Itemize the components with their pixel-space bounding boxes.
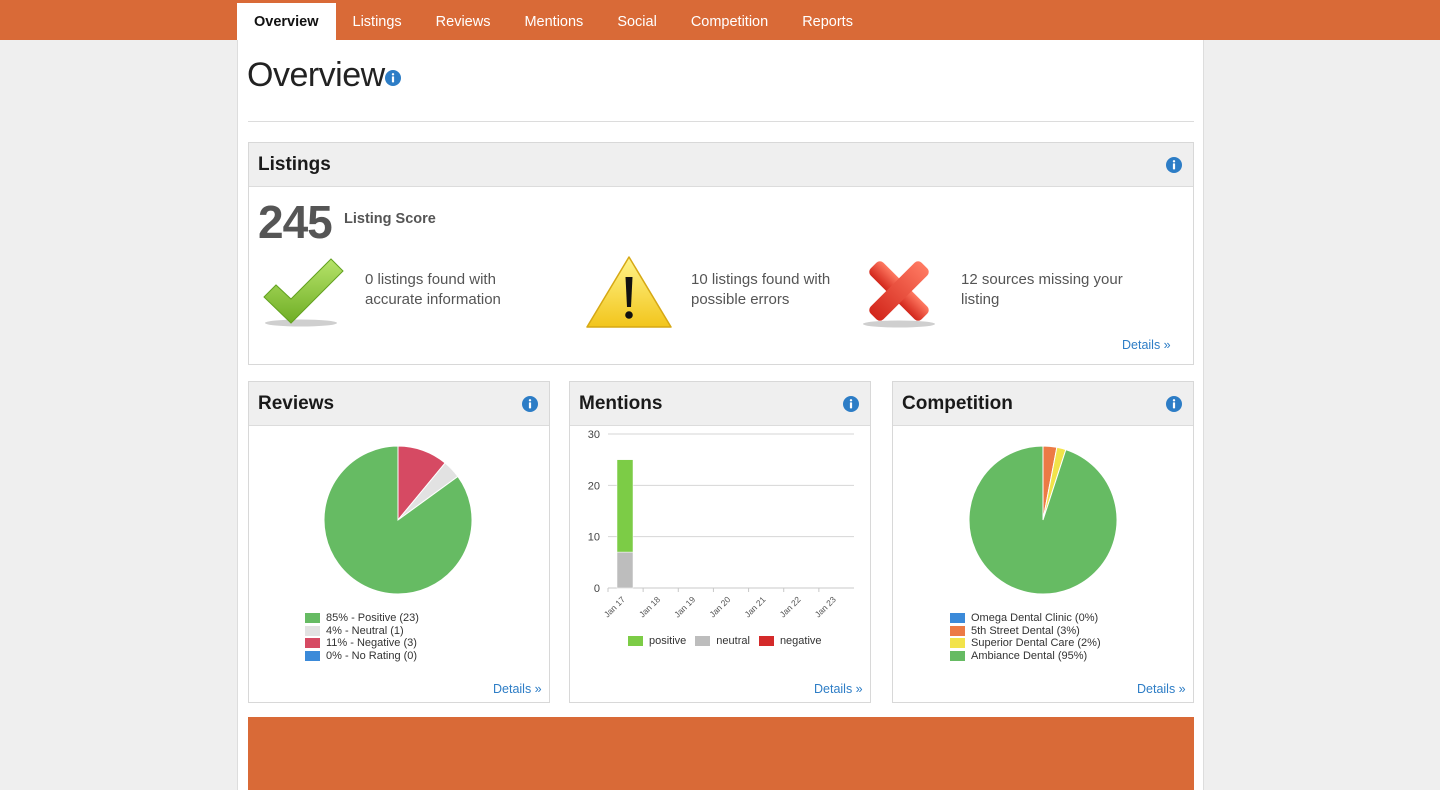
legend-swatch xyxy=(305,651,320,662)
legend-label: Ambiance Dental (95%) xyxy=(971,649,1088,662)
reviews-details-link[interactable]: Details » xyxy=(493,682,542,696)
x-tick-label: Jan 19 xyxy=(672,594,697,619)
legend-item: 11% - Negative (3) xyxy=(305,637,419,650)
x-tick-label: Jan 21 xyxy=(742,594,767,619)
tab-mentions[interactable]: Mentions xyxy=(524,13,584,30)
legend-label: negative xyxy=(779,635,822,647)
checkmark-icon xyxy=(263,258,344,327)
tab-listings[interactable]: Listings xyxy=(352,13,402,30)
legend-swatch xyxy=(758,636,774,646)
legend-item: Superior Dental Care (2%) xyxy=(950,637,1101,650)
reviews-panel-header: Reviews xyxy=(249,382,549,426)
info-icon[interactable] xyxy=(1166,157,1182,173)
legend-label: 85% - Positive (23) xyxy=(326,612,419,624)
legend-swatch xyxy=(950,638,965,649)
reviews-panel-title: Reviews xyxy=(258,393,335,414)
bar-neutral xyxy=(616,551,634,589)
x-tick-label: Jan 17 xyxy=(602,594,627,619)
legend-label: neutral xyxy=(716,635,750,647)
listings-details-link[interactable]: Details » xyxy=(1122,338,1171,352)
legend-label: 11% - Negative (3) xyxy=(326,637,417,650)
top-nav-bar: Overview Listings Reviews Mentions Socia… xyxy=(0,0,1440,40)
competition-pie-chart xyxy=(968,445,1118,595)
legend-swatch xyxy=(628,636,643,646)
y-tick-label: 0 xyxy=(594,583,600,595)
listing-score-label: Listing Score xyxy=(344,211,436,227)
tab-reviews[interactable]: Reviews xyxy=(435,13,491,30)
x-tick-label: Jan 22 xyxy=(778,594,803,619)
missing-sources-text: 12 sources missing your listing xyxy=(961,271,1123,308)
info-icon[interactable] xyxy=(843,396,859,412)
page-title: Overview xyxy=(247,56,385,94)
legend-swatch xyxy=(305,625,320,636)
competition-panel-title: Competition xyxy=(902,393,1013,414)
error-listings-text: 10 listings found with possible errors xyxy=(691,271,831,308)
legend-item: Omega Dental Clinic (0%) xyxy=(950,612,1101,625)
mentions-panel-title: Mentions xyxy=(579,393,663,414)
competition-details-link[interactable]: Details » xyxy=(1137,682,1186,696)
legend-item: 4% - Neutral (1) xyxy=(305,625,419,638)
legend-item: 0% - No Rating (0) xyxy=(305,650,419,663)
listing-score-value: 245 xyxy=(258,196,333,248)
legend-swatch xyxy=(695,636,711,646)
listings-panel-header: Listings xyxy=(249,143,1193,187)
listings-panel: Listings 245 Listing Score 0 listings fo… xyxy=(248,142,1194,365)
legend-item: 85% - Positive (23) xyxy=(305,612,419,625)
footer-banner xyxy=(248,717,1194,790)
legend-label: 5th Street Dental (3%) xyxy=(971,624,1080,637)
y-tick-label: 20 xyxy=(588,480,600,492)
legend-swatch xyxy=(305,638,320,649)
info-icon[interactable] xyxy=(1166,396,1182,412)
main-content: Overview Listings 245 Listing Score 0 li… xyxy=(237,40,1204,790)
x-tick-label: Jan 23 xyxy=(813,594,838,619)
legend-label: 0% - No Rating (0) xyxy=(326,649,418,662)
y-tick-label: 30 xyxy=(588,429,600,441)
tab-competition[interactable]: Competition xyxy=(690,13,769,30)
legend-swatch xyxy=(305,613,320,624)
legend-label: positive xyxy=(649,635,687,647)
legend-item: neutral xyxy=(695,635,750,647)
reviews-panel: Reviews 85% - Positive (23) 4% - Neutral… xyxy=(248,381,550,703)
warning-icon xyxy=(586,256,672,328)
info-icon[interactable] xyxy=(522,396,538,412)
mentions-panel: Mentions 0 10 20 30 Jan 17 Jan 18 Jan 19 Jan 20… xyxy=(569,381,871,703)
legend-item: 5th Street Dental (3%) xyxy=(950,625,1101,638)
mentions-panel-header: Mentions xyxy=(570,382,870,426)
x-mark-icon xyxy=(863,261,935,328)
tab-reports[interactable]: Reports xyxy=(802,13,853,30)
x-tick-label: Jan 18 xyxy=(637,594,662,619)
legend-swatch xyxy=(950,651,965,662)
accurate-listings-text: 0 listings found with accurate informati… xyxy=(365,271,501,308)
legend-swatch xyxy=(950,625,965,636)
legend-label: Omega Dental Clinic (0%) xyxy=(971,612,1099,624)
bar-positive xyxy=(616,459,634,553)
legend-item: negative xyxy=(758,635,822,647)
y-tick-label: 10 xyxy=(588,532,600,544)
tab-overview[interactable]: Overview xyxy=(237,3,336,40)
legend-item: positive xyxy=(628,635,686,647)
divider xyxy=(248,121,1194,122)
competition-legend: Omega Dental Clinic (0%) 5th Street Dent… xyxy=(950,612,1101,662)
legend-label: Superior Dental Care (2%) xyxy=(971,637,1101,650)
mentions-details-link[interactable]: Details » xyxy=(814,682,863,696)
competition-panel-header: Competition xyxy=(893,382,1193,426)
reviews-legend: 85% - Positive (23) 4% - Neutral (1) 11%… xyxy=(305,612,419,662)
info-icon[interactable] xyxy=(385,70,401,86)
mentions-bar-chart: 0 10 20 30 Jan 17 Jan 18 Jan 19 Jan 20 Jan 21 Jan… xyxy=(588,429,854,619)
competition-panel: Competition Omega Dental Clinic (0%) 5th… xyxy=(892,381,1194,703)
reviews-pie-slice xyxy=(323,445,473,595)
competition-pie-slice xyxy=(968,445,1118,595)
legend-swatch xyxy=(950,613,965,624)
x-tick-label: Jan 20 xyxy=(707,594,732,619)
legend-label: 4% - Neutral (1) xyxy=(326,624,404,637)
legend-item: Ambiance Dental (95%) xyxy=(950,650,1101,663)
reviews-pie-chart xyxy=(323,445,473,595)
mentions-legend: positive neutral negative xyxy=(628,635,831,647)
nav-tabs: Overview Listings Reviews Mentions Socia… xyxy=(237,3,870,40)
listings-panel-title: Listings xyxy=(258,154,331,175)
tab-social[interactable]: Social xyxy=(617,13,657,30)
